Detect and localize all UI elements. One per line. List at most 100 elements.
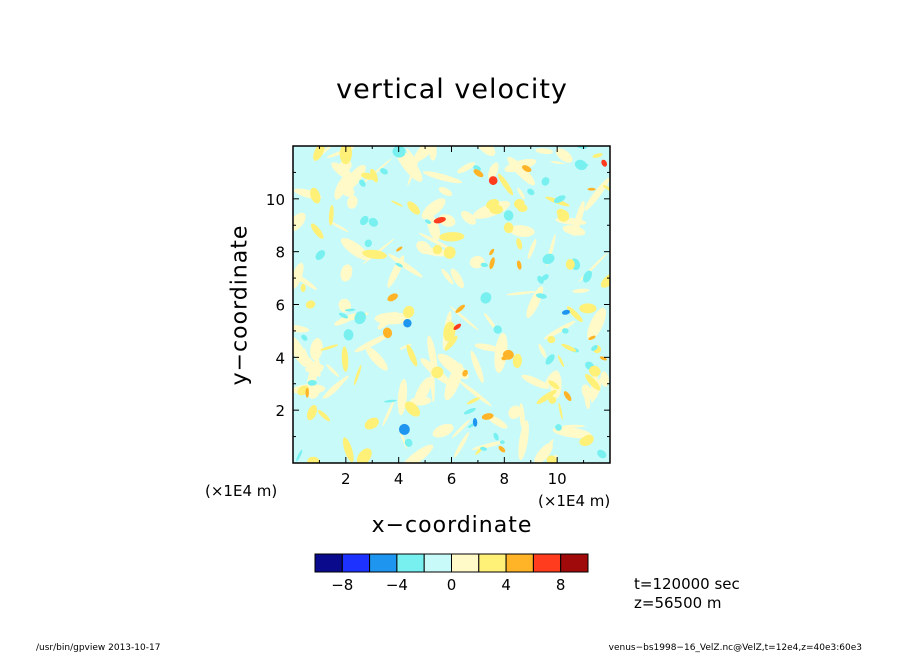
colorbar-tick-label: −8 xyxy=(331,576,353,594)
velocity-field xyxy=(293,146,610,463)
field-patch-232 xyxy=(561,343,577,352)
field-patch-47 xyxy=(429,146,437,161)
field-patch-213 xyxy=(499,440,505,444)
y-tick-label: 4 xyxy=(275,349,285,367)
field-patch-9 xyxy=(518,420,529,461)
field-patch-241 xyxy=(489,257,495,270)
y-tick-label: 6 xyxy=(275,297,285,315)
field-patch-195 xyxy=(583,270,592,283)
field-patch-4 xyxy=(453,432,470,458)
field-patch-49 xyxy=(521,374,550,389)
field-patch-217 xyxy=(370,168,378,183)
field-patch-185 xyxy=(404,401,421,417)
field-patch-178 xyxy=(354,311,366,325)
field-patch-101 xyxy=(581,384,593,400)
field-patch-139 xyxy=(480,292,492,304)
field-patch-67 xyxy=(459,380,492,407)
time-annotation: t=120000 sec xyxy=(634,575,740,593)
field-patch-1 xyxy=(535,148,554,155)
field-patch-154 xyxy=(443,246,456,259)
field-patch-162 xyxy=(463,407,476,415)
chart-title: vertical velocity xyxy=(336,74,568,105)
colorbar-swatch xyxy=(341,553,371,573)
field-patch-216 xyxy=(406,344,418,367)
field-patch-57 xyxy=(552,426,592,439)
field-patch-192 xyxy=(579,303,597,314)
field-patch-141 xyxy=(344,308,356,312)
field-patch-206 xyxy=(541,274,549,281)
field-patch-75 xyxy=(427,335,438,372)
field-patch-39 xyxy=(397,378,408,416)
field-patch-182 xyxy=(404,438,413,447)
field-patch-74 xyxy=(470,350,484,383)
field-patch-132 xyxy=(432,244,443,255)
field-patch-59 xyxy=(543,320,576,340)
field-patch-150 xyxy=(497,173,514,196)
x-axis-label: x−coordinate xyxy=(371,513,533,538)
field-patch-87 xyxy=(407,147,423,187)
field-patch-229 xyxy=(579,437,591,446)
field-patch-7 xyxy=(508,405,521,420)
field-patch-170 xyxy=(403,305,415,318)
field-patch-159 xyxy=(339,146,353,165)
field-patch-209 xyxy=(597,449,607,459)
field-patch-120 xyxy=(506,291,537,296)
field-patch-130 xyxy=(343,329,354,341)
field-patch-259 xyxy=(453,323,462,330)
colorbar-swatch xyxy=(451,553,480,573)
field-patch-27 xyxy=(527,238,537,260)
z-annotation: z=56500 m xyxy=(634,594,722,612)
field-patch-233 xyxy=(473,169,484,178)
colorbar-swatch xyxy=(396,553,425,573)
field-patch-94 xyxy=(422,171,463,184)
colorbar-swatch xyxy=(314,553,343,573)
colorbar-swatch xyxy=(478,553,507,573)
field-patch-110 xyxy=(418,232,454,251)
field-patch-102 xyxy=(308,364,324,380)
colorbar-swatch xyxy=(532,553,562,573)
field-patch-244 xyxy=(472,418,478,427)
field-patch-226 xyxy=(342,437,354,463)
field-patch-71 xyxy=(600,371,609,387)
field-patch-254 xyxy=(588,335,596,340)
field-patch-133 xyxy=(359,179,366,187)
field-patch-255 xyxy=(587,187,596,191)
field-patch-164 xyxy=(380,168,388,175)
field-patch-153 xyxy=(301,334,308,341)
field-patch-239 xyxy=(561,309,571,315)
field-patch-160 xyxy=(341,346,349,372)
field-patch-0 xyxy=(550,161,565,165)
field-patch-117 xyxy=(487,415,508,429)
field-patch-201 xyxy=(512,353,523,368)
field-patch-138 xyxy=(567,306,583,323)
field-patch-199 xyxy=(565,259,575,270)
field-patch-204 xyxy=(561,328,569,334)
field-patch-129 xyxy=(310,223,324,239)
colorbar-tick-label: 4 xyxy=(501,576,511,594)
field-patch-180 xyxy=(307,379,317,386)
field-patch-256 xyxy=(488,176,498,185)
field-patch-119 xyxy=(457,162,476,174)
field-patch-93 xyxy=(533,439,554,463)
field-patch-126 xyxy=(444,335,458,351)
field-patch-48 xyxy=(441,268,454,285)
field-patch-186 xyxy=(328,204,334,226)
field-patch-218 xyxy=(425,219,432,224)
field-patch-189 xyxy=(305,300,316,309)
field-patch-20 xyxy=(509,225,535,238)
field-patch-237 xyxy=(387,293,398,302)
field-patch-103 xyxy=(293,212,306,232)
field-patch-91 xyxy=(334,313,359,326)
field-patch-140 xyxy=(353,364,362,386)
field-patch-92 xyxy=(432,423,454,438)
field-patch-54 xyxy=(347,195,358,209)
field-patch-52 xyxy=(555,148,573,163)
y-tick-label: 8 xyxy=(275,244,285,262)
field-patch-13 xyxy=(354,334,389,353)
field-patch-171 xyxy=(466,397,480,405)
field-patch-235 xyxy=(522,165,532,173)
field-patch-210 xyxy=(431,366,444,379)
field-patch-127 xyxy=(395,262,403,268)
field-patch-53 xyxy=(519,403,525,430)
